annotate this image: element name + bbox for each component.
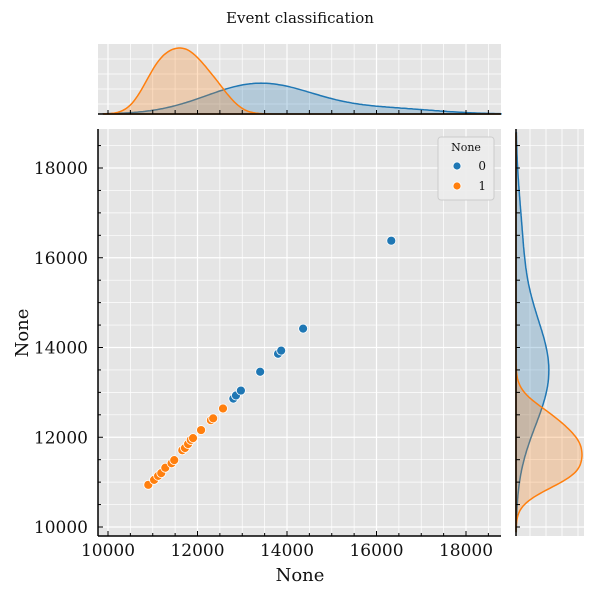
scatter-point-class-1 (169, 455, 180, 466)
x-tick-label: 18000 (439, 541, 493, 561)
right-marginal-kde (515, 129, 584, 536)
x-tick-label: 10000 (81, 541, 135, 561)
x-axis-label: None (276, 565, 325, 586)
chart-title: Event classification (226, 9, 374, 27)
x-tick-label: 14000 (260, 541, 314, 561)
legend: None 0 1 (437, 136, 495, 201)
scatter-point-class-1 (196, 425, 206, 435)
scatter-point-class-1 (218, 403, 228, 414)
legend-entry-0[interactable]: 0 (452, 159, 486, 173)
top-marginal-kde (98, 44, 502, 115)
x-tick-label: 12000 (170, 541, 224, 561)
y-tick-label: 10000 (34, 518, 88, 538)
y-tick-label: 12000 (34, 428, 88, 448)
y-tick-label: 14000 (34, 339, 88, 359)
scatter-point-class-1 (188, 433, 198, 444)
scatter-point-class-0 (298, 323, 309, 334)
scatter-points (143, 235, 397, 490)
scatter-point-class-0 (236, 385, 246, 396)
scatter-point-class-1 (208, 413, 219, 424)
legend-label-0: 0 (478, 159, 486, 173)
y-tick-label: 16000 (34, 249, 88, 269)
scatter-point-class-0 (386, 235, 397, 246)
legend-marker-0 (452, 161, 462, 171)
y-axis-label: None (12, 309, 33, 358)
legend-label-1: 1 (478, 179, 486, 193)
scatter-point-class-0 (276, 345, 287, 356)
scatter-point-class-0 (255, 366, 266, 377)
y-tick-label: 18000 (34, 159, 88, 179)
legend-title: None (451, 141, 481, 154)
y-tick-labels: 10000 12000 14000 16000 18000 (34, 159, 88, 538)
x-tick-label: 16000 (349, 541, 403, 561)
legend-entry-1[interactable]: 1 (452, 179, 486, 193)
legend-marker-1 (452, 181, 462, 191)
x-tick-labels: 10000 12000 14000 16000 18000 (81, 541, 493, 561)
joint-axes: 10000 12000 14000 16000 18000 10000 12000 1400… (12, 129, 501, 586)
